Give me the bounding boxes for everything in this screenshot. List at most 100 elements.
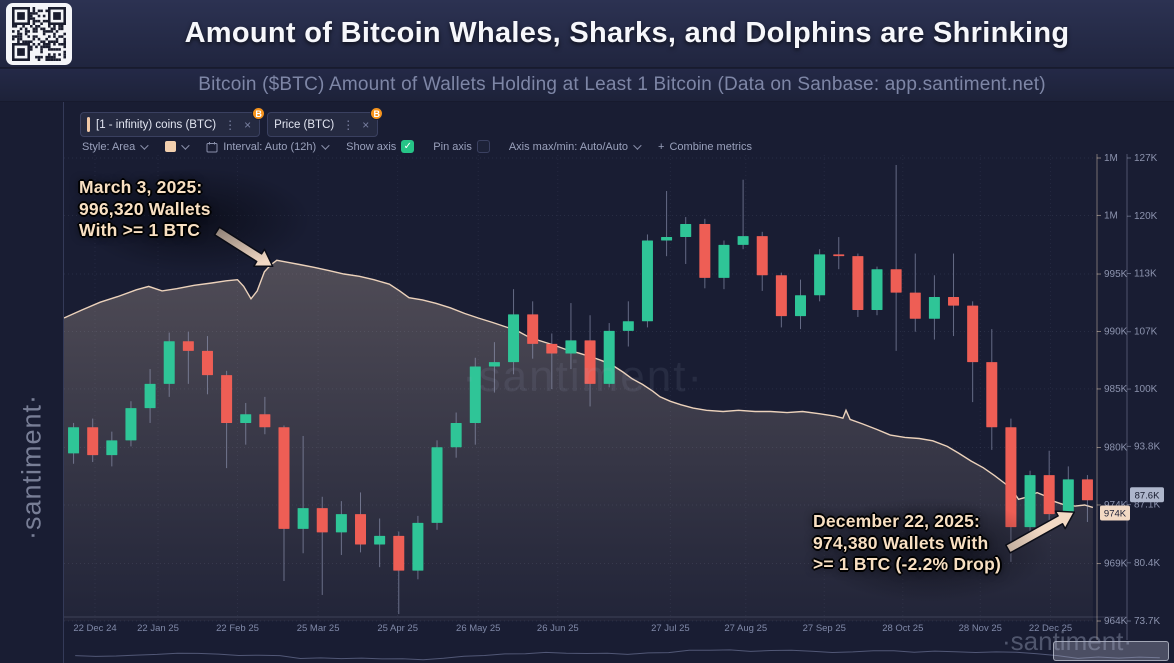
x-axis-label: 26 Jun 25 [537,623,579,634]
x-axis-label: 22 Dec 24 [73,623,116,634]
checkbox-empty-icon[interactable] [476,140,490,153]
candle-body [221,375,233,423]
style-dropdown[interactable]: Style: Area [82,140,149,153]
chevron-down-icon [633,140,642,150]
x-axis-label: 28 Oct 25 [882,623,923,634]
color-swatch-dropdown[interactable] [165,140,190,152]
price-axis-label: 113K [1134,269,1157,280]
candle-body [756,236,768,276]
brush-handle[interactable] [1053,641,1169,661]
wallet-current-value: 974K [1104,508,1127,519]
candle-body [967,305,979,363]
candle-body [201,350,213,376]
candle-body [508,314,520,363]
candle-body [871,269,883,311]
pin-axis-toggle[interactable]: Pin axis [433,140,490,153]
candle-body [565,340,577,354]
chevron-down-icon [140,140,149,150]
page-title: Amount of Bitcoin Whales, Sharks, and Do… [184,17,1070,49]
header: Amount of Bitcoin Whales, Sharks, and Do… [0,0,1174,68]
tab-label: Price (BTC) [274,118,335,131]
close-icon[interactable]: × [244,117,252,132]
metric-tabs: [1 - infinity) coins (BTC) ⋮ × B Price (… [80,107,384,137]
price-axis-label: 93.8K [1134,441,1160,452]
candle-body [833,254,845,257]
qr-code [6,3,72,65]
price-axis-label: 127K [1134,153,1158,164]
wallet-axis-label: 1M [1104,153,1118,164]
wallet-axis-label: 964K [1104,616,1128,627]
kebab-menu-icon[interactable]: ⋮ [224,117,237,132]
x-axis-label: 28 Nov 25 [959,623,1002,634]
kebab-menu-icon[interactable]: ⋮ [342,117,355,132]
annotation-december-drop: December 22, 2025: 974,380 Wallets With … [813,511,1001,574]
candle-body [814,254,826,296]
candle-body [546,343,558,354]
combine-metrics-button[interactable]: + Combine metrics [658,140,753,153]
candle-body [240,414,252,423]
qr-code-image [12,7,66,61]
candle-body [431,447,443,523]
axis-maxmin-dropdown[interactable]: Axis max/min: Auto/Auto [509,140,642,153]
bitcoin-badge-icon: B [370,107,384,120]
price-axis-label: 73.7K [1134,616,1160,627]
close-icon[interactable]: × [362,117,370,132]
wallet-axis-label: 995K [1104,269,1128,280]
annotation-march-peak: March 3, 2025: 996,320 Wallets With >= 1… [79,177,211,240]
candle-body [986,362,998,428]
candle-body [182,341,194,351]
show-axis-toggle[interactable]: Show axis ✓ [346,140,415,153]
tab-wallet-metric[interactable]: [1 - infinity) coins (BTC) ⋮ × B [80,107,266,137]
plus-icon: + [658,140,665,153]
candle-body [527,314,539,344]
candle-body [125,408,137,441]
chart-toolbar: Style: Area Interval: Auto (12h) Show ax… [82,140,752,153]
price-axis-label: 87.1K [1134,500,1160,511]
chevron-down-icon [181,140,190,150]
candle-body [106,440,118,456]
sidebar: ·santiment· [0,102,64,663]
candle-body [948,296,960,306]
candle-body [909,292,921,319]
candle-body [603,330,615,384]
interval-dropdown[interactable]: Interval: Auto (12h) [206,141,330,153]
checkbox-checked-icon[interactable]: ✓ [401,140,415,153]
x-axis-label: 27 Jul 25 [651,623,690,634]
x-axis-label: 22 Jan 25 [137,623,179,634]
candle-body [144,383,156,409]
tab-price-metric[interactable]: Price (BTC) ⋮ × B [267,107,384,137]
price-axis-label: 120K [1134,211,1158,222]
x-axis-label: 25 Mar 25 [297,623,340,634]
candle-body [1081,479,1093,501]
candle-body [794,295,806,317]
candle-body [928,296,940,319]
price-axis-label: 107K [1134,327,1158,338]
tab-accent-bar [87,117,90,132]
candle-body [374,535,386,545]
candle-body [852,256,864,311]
bottom-watermark: ·santiment· [1002,626,1133,656]
candle-body [775,275,787,317]
price-current-value: 87.6K [1135,490,1160,501]
candle-body [1005,427,1017,528]
candle-body [450,422,462,448]
candle-body [412,522,424,571]
chart-watermark: ·santiment· [462,352,705,401]
candle-body [718,244,730,278]
candle-body [641,240,653,322]
candle-body [622,321,634,331]
x-axis-label: 22 Feb 25 [216,623,259,634]
x-axis-label: 27 Sep 25 [803,623,846,634]
candle-body [661,237,673,241]
subtitle-row: Bitcoin ($BTC) Amount of Wallets Holding… [0,69,1174,102]
wallet-current-badge [1100,505,1130,521]
metric-color-swatch [165,141,177,152]
candle-body [87,427,99,456]
wallet-axis-label: 969K [1104,559,1128,570]
candle-body [890,269,902,293]
candle-body [316,508,328,533]
x-axis-label: 22 Dec 25 [1029,623,1072,634]
candle-body [68,427,80,454]
candle-body [278,427,290,529]
